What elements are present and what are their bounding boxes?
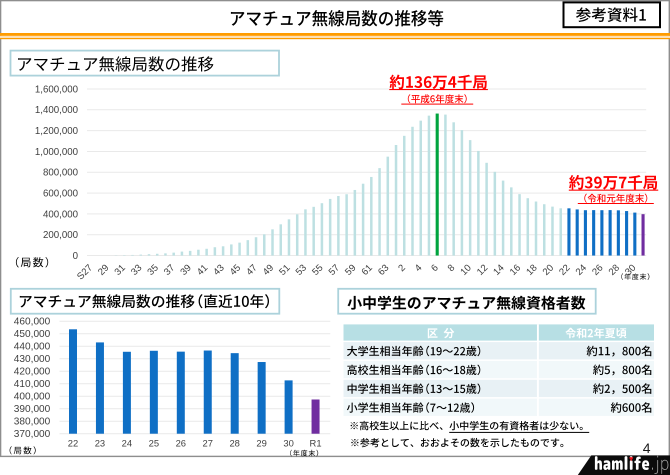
svg-text:390,000: 390,000 (14, 404, 51, 415)
svg-text:30: 30 (283, 438, 293, 449)
svg-text:600,000: 600,000 (43, 188, 79, 199)
svg-text:0: 0 (73, 251, 79, 262)
svg-text:22: 22 (68, 438, 78, 449)
svg-text:420,000: 420,000 (14, 367, 51, 378)
svg-text:460,000: 460,000 (14, 317, 51, 328)
svg-text:26: 26 (176, 438, 186, 449)
svg-text:R1: R1 (310, 438, 322, 449)
svg-text:450,000: 450,000 (14, 329, 51, 340)
svg-text:430,000: 430,000 (14, 354, 51, 365)
svg-text:23: 23 (95, 438, 105, 449)
svg-text:2: 2 (396, 263, 408, 275)
svg-text:29: 29 (256, 438, 266, 449)
svg-text:28: 28 (229, 438, 239, 449)
svg-text:8: 8 (446, 263, 458, 275)
svg-text:410,000: 410,000 (14, 379, 51, 390)
svg-text:1,400,000: 1,400,000 (35, 105, 79, 116)
svg-text:400,000: 400,000 (43, 209, 79, 220)
svg-text:4: 4 (643, 440, 651, 456)
svg-text:1,200,000: 1,200,000 (35, 126, 79, 137)
svg-text:380,000: 380,000 (14, 417, 51, 428)
svg-text:24: 24 (122, 438, 132, 449)
svg-text:440,000: 440,000 (14, 342, 51, 353)
svg-text:27: 27 (203, 438, 213, 449)
svg-text:25: 25 (149, 438, 159, 449)
svg-text:6: 6 (429, 263, 441, 275)
svg-text:400,000: 400,000 (14, 392, 51, 403)
svg-text:370,000: 370,000 (14, 429, 51, 440)
svg-text:1,000,000: 1,000,000 (35, 147, 79, 158)
svg-text:800,000: 800,000 (43, 168, 79, 179)
svg-text:1,600,000: 1,600,000 (35, 84, 79, 95)
svg-text:200,000: 200,000 (43, 230, 79, 241)
